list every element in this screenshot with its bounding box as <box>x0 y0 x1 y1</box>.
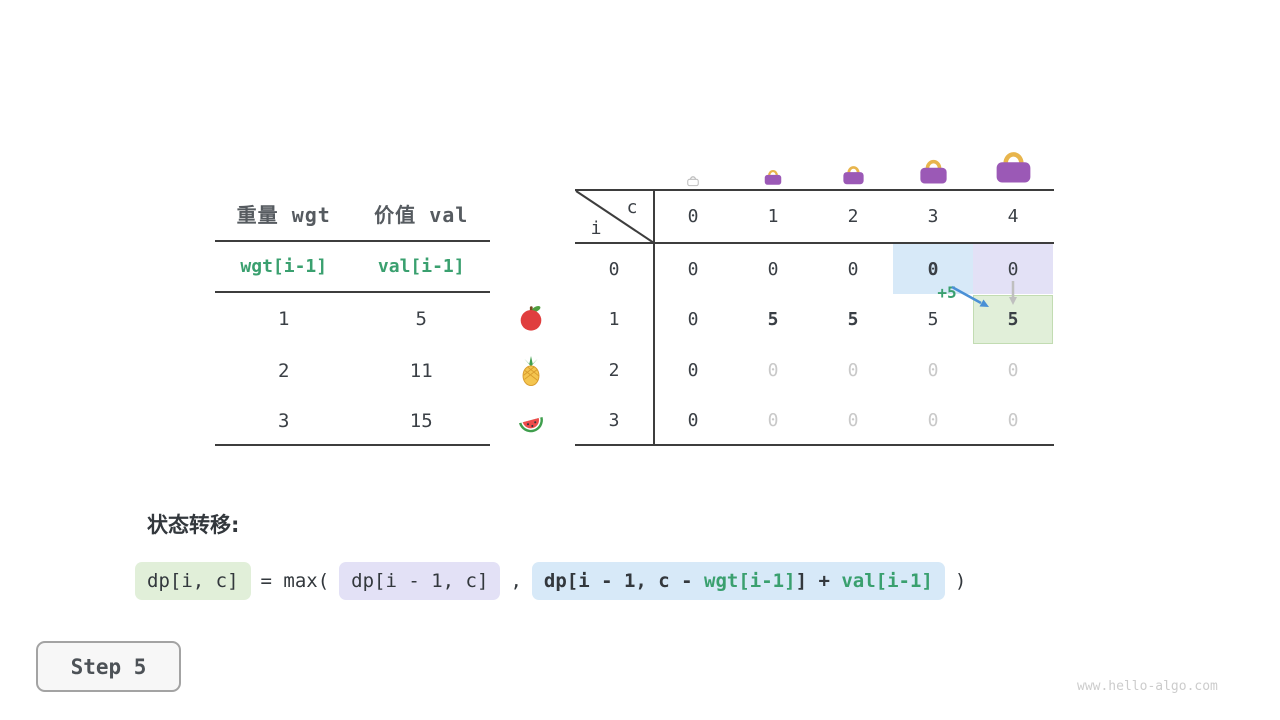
dp-corner-col-label: c <box>626 197 638 218</box>
dp-cell: 0 <box>767 410 779 431</box>
formula-take-val: val[i-1] <box>841 570 933 592</box>
watermelon-seed <box>531 424 534 428</box>
dp-row-header-1: 1 <box>608 309 620 330</box>
dp-cell: 0 <box>767 360 779 381</box>
left-table-line-top <box>215 240 490 242</box>
left-table-line-mid <box>215 291 490 293</box>
watermelon-icon <box>518 416 543 433</box>
formula-take-wgt: wgt[i-1] <box>704 570 796 592</box>
dp-cell: 0 <box>847 258 859 280</box>
apple-body <box>520 309 542 331</box>
wgt-formula-label: wgt[i-1] <box>240 256 328 277</box>
dp-cell: 0 <box>847 410 859 431</box>
dp-row-header-2: 2 <box>608 360 620 381</box>
val-formula-label: val[i-1] <box>377 256 465 277</box>
bag-body <box>764 174 782 185</box>
item-1-weight: 1 <box>278 307 290 330</box>
col-header-weight: 重量 wgt <box>236 202 331 227</box>
dp-cell: 0 <box>927 410 939 431</box>
dp-table-line-top <box>575 189 1054 191</box>
bag-body <box>843 172 864 185</box>
weight-value-header-row: 重量 wgt 价值 val <box>215 188 490 238</box>
bag-handle <box>768 169 778 176</box>
bag-icon-capacity-0 <box>687 176 699 187</box>
apple-icon <box>520 305 542 331</box>
dp-row-0: 0 0 0 0 0 <box>653 244 1053 294</box>
bag-icon-capacity-3 <box>920 159 947 184</box>
dp-cell: 0 <box>687 258 699 280</box>
bag-handle <box>1003 152 1024 164</box>
dp-row-2: 0 0 0 0 0 <box>653 346 1053 395</box>
dp-table-line-bottom <box>575 444 1054 446</box>
pineapple-icon <box>522 356 540 386</box>
transition-title: 状态转移: <box>147 513 240 537</box>
bag-body <box>687 178 699 187</box>
dp-cell: 0 <box>1007 360 1019 381</box>
bag-body <box>920 167 947 184</box>
dp-corner-row-label: i <box>590 218 602 239</box>
dp-col-header-2: 2 <box>847 206 859 227</box>
formula-option-take: dp[i - 1, c - wgt[i-1]] + val[i-1] <box>531 562 945 600</box>
watermelon-seed <box>534 421 537 424</box>
dp-table-line-vertical <box>653 189 655 446</box>
dp-col-header-1: 1 <box>767 206 779 227</box>
dp-row-header-3: 3 <box>608 410 620 431</box>
dp-row-3: 0 0 0 0 0 <box>653 397 1053 444</box>
dp-cell: 5 <box>767 309 779 330</box>
dp-cell-source-keep: 0 <box>973 244 1053 294</box>
item-1-value: 5 <box>415 307 427 330</box>
item-row-2: 2 11 <box>215 345 490 396</box>
plus-five-annotation: +5 <box>937 283 957 302</box>
dp-cell: 0 <box>767 258 779 280</box>
weight-value-formula-row: wgt[i-1] val[i-1] <box>215 242 490 291</box>
dp-cell-source-take: 0 <box>893 244 973 294</box>
bag-handle <box>925 159 942 169</box>
bag-icon-capacity-2 <box>843 166 864 185</box>
dp-table-line-header <box>575 242 1054 244</box>
dp-col-header-0: 0 <box>687 206 699 227</box>
watermelon-seed <box>526 423 530 426</box>
item-2-value: 11 <box>409 359 433 382</box>
dp-col-header-4: 4 <box>1007 206 1019 227</box>
pineapple-crown <box>524 356 538 367</box>
bag-icon-capacity-4 <box>996 152 1031 183</box>
formula-comma: , <box>510 570 522 592</box>
item-2-weight: 2 <box>278 359 290 382</box>
item-3-weight: 3 <box>278 410 290 432</box>
formula-take-part: dp[i - 1, c - <box>543 570 705 592</box>
watermelon-flesh <box>522 417 540 429</box>
dp-col-header-3: 3 <box>927 206 939 227</box>
item-row-3: 3 15 <box>215 396 490 446</box>
dp-cell: 0 <box>927 360 939 381</box>
col-header-value: 价值 val <box>374 202 469 227</box>
dp-row-header-0: 0 <box>608 258 620 280</box>
transition-formula: dp[i, c] = max( dp[i - 1, c] , dp[i - 1,… <box>135 559 966 603</box>
formula-option-keep: dp[i - 1, c] <box>339 562 501 600</box>
item-3-value: 15 <box>409 410 433 432</box>
dp-col-headers: 0 1 2 3 4 <box>653 191 1053 242</box>
pineapple-texture <box>523 366 539 381</box>
step-indicator: Step 5 <box>36 641 181 692</box>
dp-cell-current: 5 <box>973 295 1053 344</box>
dp-row-1: 0 5 5 5 5 <box>653 295 1053 344</box>
formula-take-part: ] + <box>795 570 842 592</box>
dp-cell: 0 <box>847 360 859 381</box>
watermark: www.hello-algo.com <box>1077 679 1218 694</box>
dp-cell: 0 <box>687 309 699 330</box>
item-row-1: 1 5 <box>215 293 490 344</box>
formula-eq-max: = max( <box>260 570 330 592</box>
bag-icon-capacity-1 <box>764 169 782 185</box>
formula-lhs: dp[i, c] <box>135 562 251 600</box>
left-table-line-bottom <box>215 444 490 446</box>
dp-cell: 5 <box>927 309 939 330</box>
formula-close-paren: ) <box>954 570 967 592</box>
bag-body <box>996 162 1031 183</box>
dp-cell: 0 <box>687 410 699 431</box>
dp-cell: 0 <box>1007 410 1019 431</box>
bag-handle <box>847 166 860 174</box>
dp-cell: 0 <box>687 360 699 381</box>
dp-cell: 5 <box>847 309 859 330</box>
